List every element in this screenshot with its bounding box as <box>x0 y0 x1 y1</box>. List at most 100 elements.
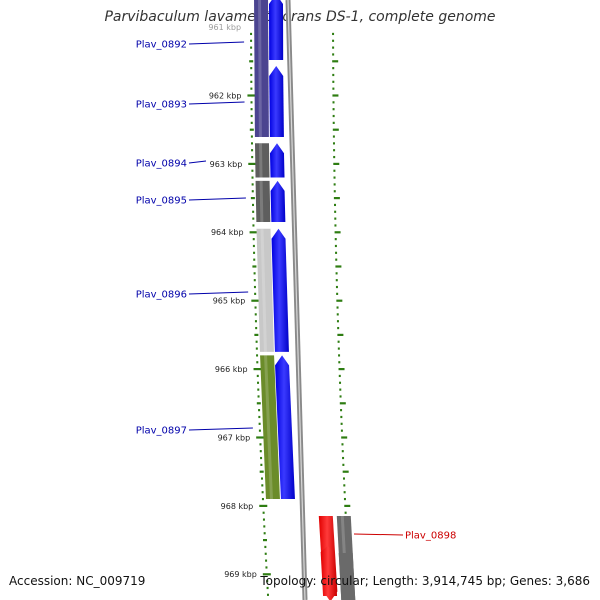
inner-tick <box>251 183 254 186</box>
outer-tick <box>332 32 335 36</box>
outer-tick <box>335 265 342 268</box>
outer-tick <box>332 128 339 131</box>
inner-tick <box>258 415 261 419</box>
inner-tick <box>264 545 267 549</box>
gene-label[interactable]: Plav_0898 <box>405 531 456 542</box>
outer-tick <box>339 388 342 391</box>
tick-label: 969 kbp <box>224 570 257 579</box>
inner-tick <box>250 73 253 77</box>
inner-tick <box>258 429 261 432</box>
inner-tick <box>251 155 254 159</box>
outer-tick <box>334 203 337 207</box>
outer-tick <box>332 94 339 97</box>
outer-tick <box>340 429 343 432</box>
inner-tick <box>266 586 269 590</box>
inner-tick <box>256 436 265 439</box>
inner-tick <box>249 128 254 131</box>
gene-arrow[interactable] <box>269 143 285 178</box>
gene-arrow[interactable] <box>269 0 284 60</box>
outer-tick <box>336 292 339 295</box>
outer-tick <box>336 306 339 309</box>
gene-label[interactable]: Plav_0896 <box>136 290 187 301</box>
gene-label[interactable]: Plav_0893 <box>136 100 187 111</box>
inner-tick <box>256 402 261 405</box>
outer-tick <box>339 395 342 398</box>
inner-tick <box>263 525 266 528</box>
outer-tick <box>342 463 345 466</box>
gene-arrow[interactable] <box>320 546 338 596</box>
outer-tick <box>333 183 336 186</box>
inner-tick <box>261 491 264 494</box>
outer-tick <box>333 162 340 165</box>
inner-tick <box>250 87 253 90</box>
outer-tick <box>335 279 338 282</box>
cog-bar-shine <box>260 228 267 352</box>
outer-tick <box>332 101 335 104</box>
tick-label: 966 kbp <box>215 365 248 374</box>
inner-tick <box>251 190 254 193</box>
inner-tick <box>250 114 253 118</box>
outer-tick <box>332 87 335 90</box>
gene-label[interactable]: Plav_0894 <box>136 159 187 170</box>
inner-tick <box>253 258 256 261</box>
inner-tick <box>260 456 263 460</box>
outer-tick <box>332 142 335 145</box>
inner-tick <box>264 552 267 555</box>
inner-tick <box>252 217 255 220</box>
outer-tick <box>344 504 351 507</box>
inner-tick <box>266 580 269 583</box>
tick-track-outer <box>332 32 354 596</box>
tick-label: 967 kbp <box>218 433 251 442</box>
inner-tick <box>251 299 260 302</box>
inner-tick <box>254 292 257 295</box>
tick-label: 968 kbp <box>221 502 254 511</box>
label-leader-line <box>188 291 249 295</box>
outer-tick <box>338 374 341 378</box>
gene-arrow[interactable] <box>270 180 286 222</box>
tick-label: 961 kbp <box>208 23 241 32</box>
gene-label[interactable]: Plav_0892 <box>136 40 187 51</box>
outer-tick <box>332 39 335 42</box>
inner-tick <box>257 395 260 398</box>
inner-tick <box>249 231 258 234</box>
label-leader-line <box>188 41 245 45</box>
inner-tick <box>250 32 253 36</box>
inner-tick <box>253 368 262 371</box>
inner-tick <box>250 53 253 56</box>
gene-arrow[interactable] <box>269 66 284 137</box>
inner-tick <box>252 224 255 227</box>
outer-tick <box>334 231 341 234</box>
inner-tick <box>262 518 265 521</box>
inner-tick <box>251 176 254 179</box>
inner-tick <box>248 162 257 165</box>
cog-bar <box>254 143 270 178</box>
inner-tick <box>250 101 253 104</box>
gene-arrow[interactable] <box>275 355 295 499</box>
gene-arrow[interactable] <box>271 228 289 352</box>
inner-tick <box>262 511 265 514</box>
outer-tick <box>334 238 337 241</box>
outer-tick <box>332 121 335 124</box>
inner-tick <box>250 142 253 145</box>
gene-track <box>269 0 338 600</box>
outer-tick <box>332 114 335 118</box>
outer-tick <box>338 368 345 371</box>
cog-bar <box>338 553 356 600</box>
outer-tick <box>335 272 338 275</box>
outer-tick <box>333 155 336 159</box>
accession-text: Accession: NC_009719 <box>9 574 146 588</box>
outer-tick <box>333 197 340 200</box>
gene-label[interactable]: Plav_0897 <box>136 426 187 437</box>
inner-tick <box>253 251 256 254</box>
inner-tick <box>265 559 268 562</box>
outer-tick <box>344 511 347 514</box>
outer-tick <box>340 415 343 419</box>
inner-tick <box>257 388 260 391</box>
inner-tick <box>250 39 253 42</box>
inner-tick <box>249 60 254 63</box>
outer-tick <box>333 149 336 152</box>
outer-tick <box>342 470 349 473</box>
gene-label[interactable]: Plav_0895 <box>136 196 187 207</box>
inner-tick <box>265 566 268 569</box>
